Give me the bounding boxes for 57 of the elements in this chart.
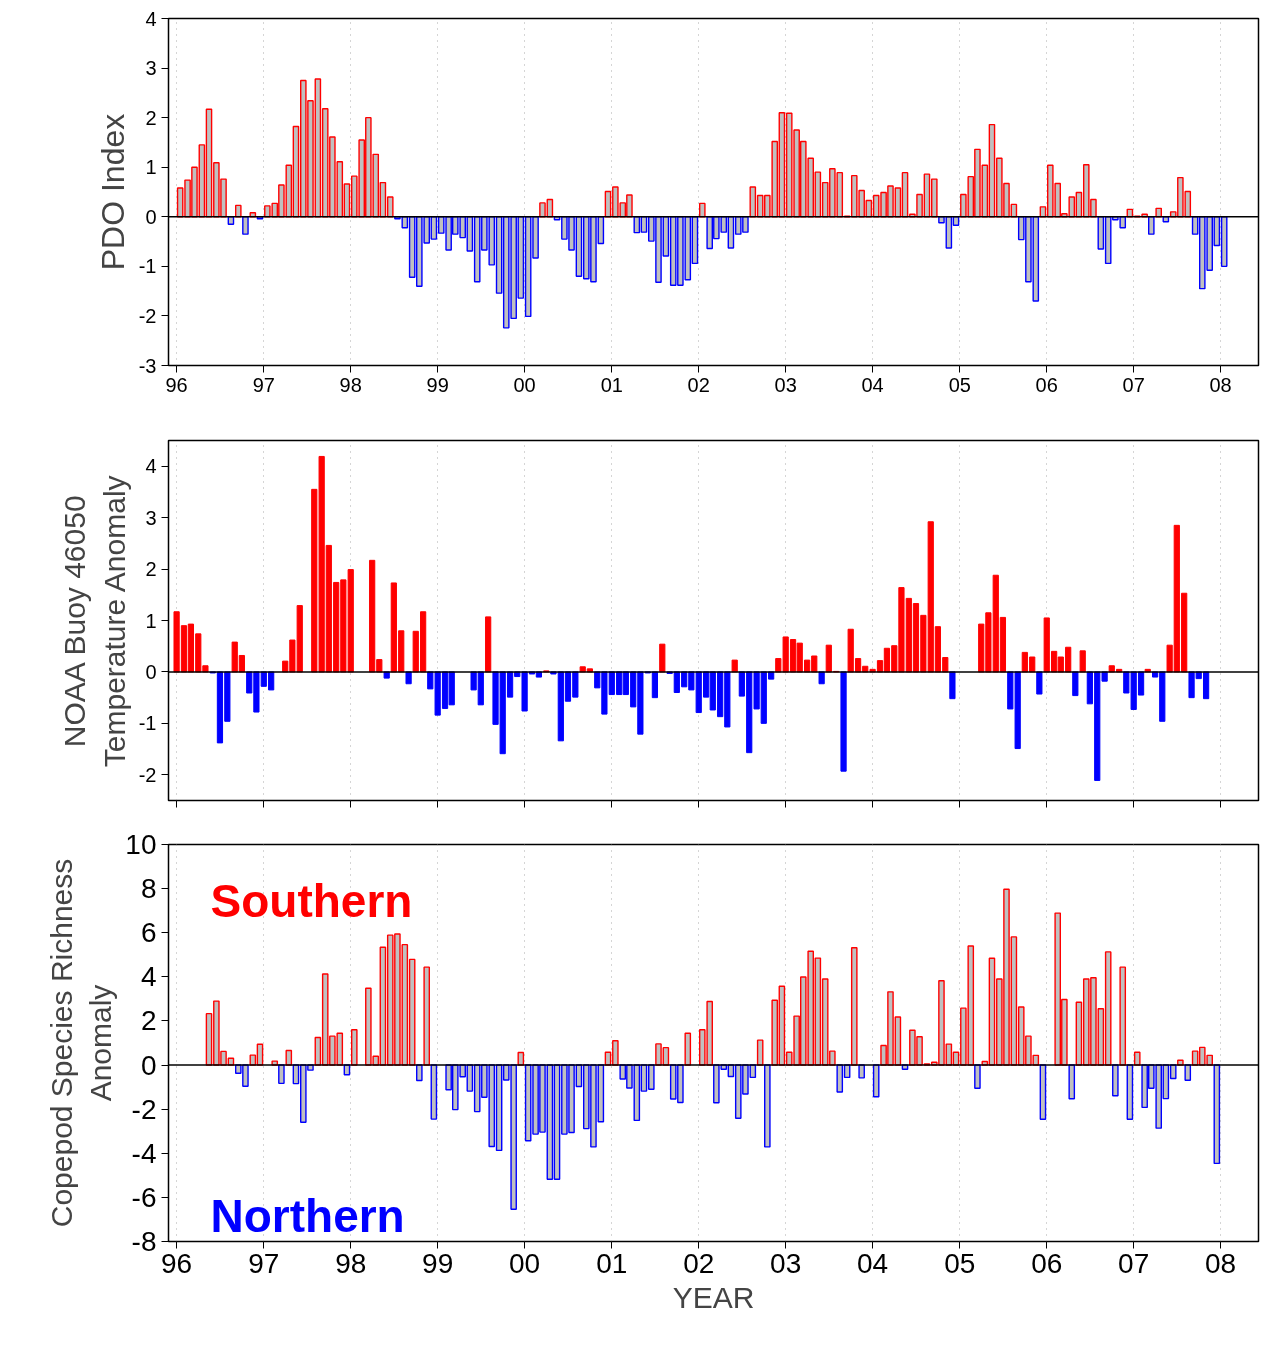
series-label: Southern [210,874,413,927]
y-tick-label: -2 [131,1093,157,1125]
y-tick-label: 6 [140,917,157,949]
x-tick-label: 97 [252,373,275,396]
y-tick-label: 0 [140,1049,157,1081]
x-tick-label: 02 [687,373,710,396]
x-tick-label: 96 [165,373,188,396]
x-tick-label: 98 [339,373,362,396]
x-tick-label: 06 [1031,1247,1063,1279]
x-tick-label: 99 [426,373,449,396]
y-tick-label: -8 [131,1226,157,1257]
x-tick-label: 02 [683,1247,715,1279]
x-tick-label: 03 [770,1247,802,1279]
y-tick-label: 1 [145,609,157,632]
y-tick-label: 0 [145,205,157,228]
x-tick-label: 96 [161,1247,193,1279]
x-tick-label: 01 [596,1247,628,1279]
y-tick-label: -4 [131,1137,157,1169]
x-tick-label: 04 [861,373,884,396]
x-tick-label: 08 [1205,1247,1237,1279]
x-axis-title: YEAR [672,1280,755,1314]
y-tick-label: -2 [138,304,157,327]
series-label: Northern [210,1189,405,1242]
y-tick-label: 2 [145,558,157,581]
x-tick-label: 06 [1035,373,1058,396]
x-tick-label: 00 [513,373,536,396]
x-tick-label: 00 [509,1247,541,1279]
x-tick-label: 07 [1122,373,1145,396]
x-tick-label: 03 [774,373,797,396]
x-tick-label: 04 [857,1247,889,1279]
x-tick-label: 05 [944,1247,976,1279]
y-tick-label: 2 [145,106,157,129]
y-tick-label: 3 [145,506,157,529]
x-tick-label: 99 [422,1247,454,1279]
y-tick-label: -1 [138,712,157,735]
y-tick-label: -6 [131,1181,157,1213]
y-tick-label: 10 [125,829,157,860]
y-tick-label: 3 [145,57,157,80]
x-tick-label: 01 [600,373,623,396]
y-tick-label: 4 [145,7,157,30]
x-tick-label: 97 [248,1247,280,1279]
y-tick-label: 1 [145,156,157,179]
x-tick-label: 08 [1209,373,1232,396]
x-tick-label: 98 [335,1247,367,1279]
y-axis-title: PDO Index [94,113,131,271]
y-tick-label: -2 [138,763,157,786]
y-axis-title: Copepod Species Richness Anomaly [44,858,118,1228]
y-tick-label: 4 [140,961,157,993]
y-tick-label: 0 [145,660,157,683]
x-tick-label: 05 [948,373,971,396]
y-tick-label: -1 [138,255,157,278]
y-tick-label: -3 [138,354,157,377]
y-tick-label: 4 [145,455,157,478]
x-tick-label: 07 [1118,1247,1150,1279]
y-axis-title: NOAA Buoy 46050 Temperature Anomaly [58,475,131,768]
y-tick-label: 2 [140,1005,157,1037]
y-tick-label: 8 [140,873,157,905]
